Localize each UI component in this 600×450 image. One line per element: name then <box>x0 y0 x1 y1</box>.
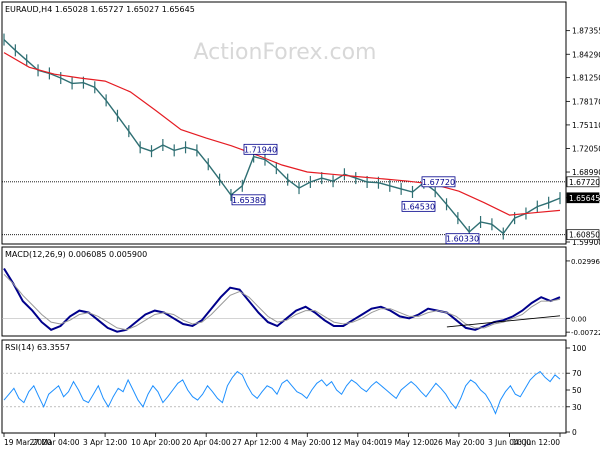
watermark: ActionForex.com <box>194 40 377 65</box>
x-tick-label: 4 May 20:00 <box>284 438 331 447</box>
price-level-tag-label: 1.67720 <box>569 178 600 187</box>
rsi-line <box>3 370 561 415</box>
rsi-panel-frame <box>1 339 567 434</box>
price-annotation-label: 1.60330 <box>446 235 479 244</box>
y-tick-label: 1.87355 <box>572 27 600 36</box>
x-tick-label: 19 May 12:00 <box>383 438 435 447</box>
price-level-tag <box>566 192 600 204</box>
price-annotation-label: 1.67720 <box>422 178 455 187</box>
y-tick-label: 1.84290 <box>572 50 600 59</box>
x-tick-label: 3 Jun 04:00 <box>488 438 531 447</box>
price-annotation-box <box>401 200 436 212</box>
x-tick-label: 10 Apr 20:00 <box>131 438 180 447</box>
macd-panel-frame <box>1 246 567 337</box>
y-tick-label: 1.78170 <box>572 97 600 106</box>
macd-line <box>3 267 561 333</box>
price-annotation-box <box>421 176 456 188</box>
y-tick-label: 30 <box>572 403 582 412</box>
y-tick-label: 50 <box>572 386 582 395</box>
price-header: EURAUD,H4 1.65028 1.65727 1.65027 1.6564… <box>5 5 195 14</box>
price-level-tag <box>566 229 600 241</box>
y-tick-label: 100 <box>572 344 587 353</box>
y-tick-label: -0.007227 <box>571 329 600 337</box>
y-tick-label: 70 <box>572 369 582 378</box>
price-level-tag-label: 1.65645 <box>569 194 600 203</box>
x-tick-label: 12 May 04:00 <box>332 438 384 447</box>
y-tick-label: 0 <box>572 428 577 437</box>
x-tick-label: 20 Apr 04:00 <box>182 438 231 447</box>
price-annotation-box <box>231 194 266 206</box>
y-tick-label: 1.68990 <box>572 168 600 177</box>
macd-signal-line <box>3 273 561 331</box>
rsi-header: RSI(14) 63.3557 <box>5 343 70 352</box>
price-panel-frame <box>1 1 567 245</box>
price-annotation-label: 1.64530 <box>402 202 435 211</box>
y-tick-label: 0.029967 <box>571 258 600 266</box>
y-tick-label: 0.00 <box>571 315 587 323</box>
y-tick-label: 1.72050 <box>572 144 600 153</box>
price-annotation-label: 1.65380 <box>232 196 265 205</box>
moving-average-line <box>3 52 561 216</box>
price-line <box>3 39 561 235</box>
x-tick-label: 27 Apr 12:00 <box>232 438 281 447</box>
x-tick-label: 19 Mar 2020 <box>4 438 52 447</box>
y-tick-label: 1.75110 <box>572 121 600 130</box>
price-level-tag <box>566 176 600 188</box>
price-annotation-box <box>243 143 278 155</box>
macd-header: MACD(12,26,9) 0.006085 0.005900 <box>5 250 147 259</box>
x-tick-label: 3 Apr 12:00 <box>83 438 127 447</box>
x-tick-label: 10 Jun 12:00 <box>512 438 560 447</box>
price-level-tag-label: 1.60850 <box>569 231 600 240</box>
price-annotation-label: 1.71940 <box>244 145 277 154</box>
x-tick-label: 27 Mar 04:00 <box>30 438 80 447</box>
y-tick-label: 1.81250 <box>572 74 600 83</box>
price-annotation-box <box>445 233 480 245</box>
y-tick-label: 1.59900 <box>572 238 600 247</box>
macd-trendline <box>446 315 561 328</box>
x-tick-label: 26 May 20:00 <box>433 438 485 447</box>
